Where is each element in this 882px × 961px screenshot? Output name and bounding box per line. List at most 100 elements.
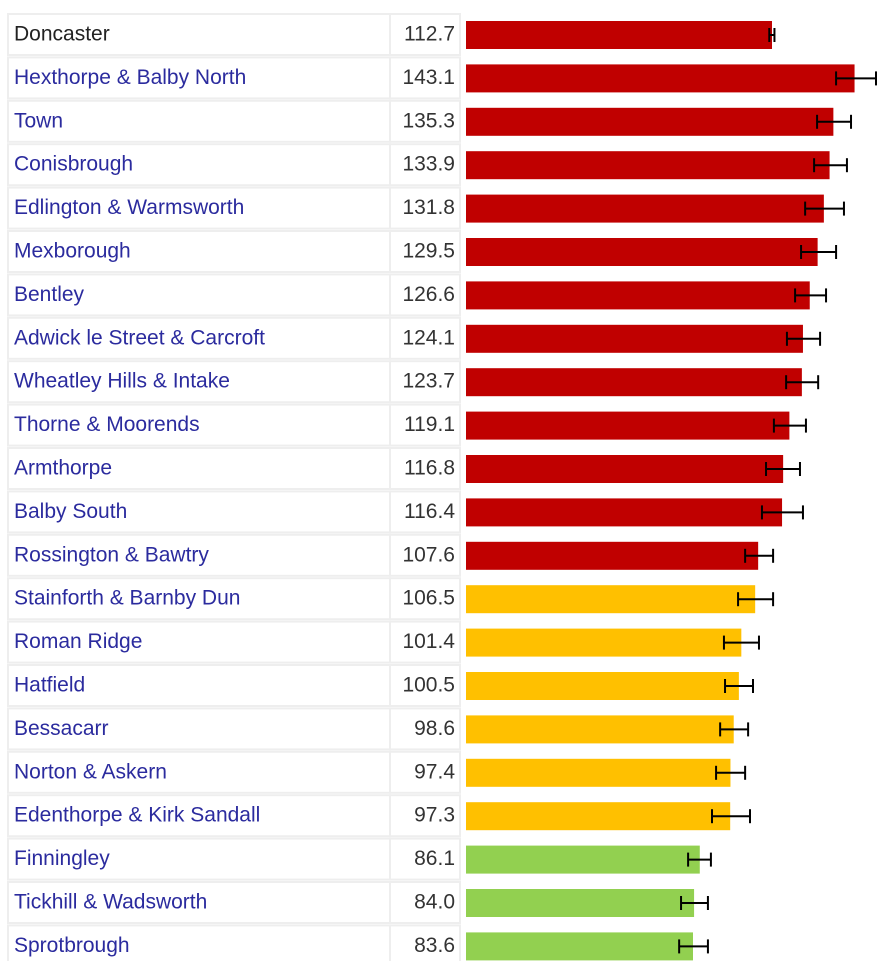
value-cell	[389, 533, 461, 577]
area-name[interactable]: Tickhill & Wadsworth	[14, 891, 207, 914]
bar	[466, 932, 693, 961]
name-cell	[7, 273, 391, 317]
value-label: 131.8	[402, 196, 455, 219]
name-cell	[7, 837, 391, 881]
area-name[interactable]: Hexthorpe & Balby North	[14, 66, 246, 89]
area-name[interactable]: Town	[14, 109, 63, 132]
bar	[466, 715, 734, 744]
value-label: 107.6	[402, 543, 455, 566]
error-bar	[678, 939, 709, 954]
value-cell	[389, 230, 461, 273]
value-cell	[389, 707, 461, 751]
name-cell	[7, 316, 391, 360]
value-cell	[389, 273, 461, 317]
area-name[interactable]: Bentley	[14, 283, 85, 306]
area-name[interactable]: Balby South	[14, 500, 127, 523]
name-cell	[7, 403, 391, 447]
value-cell	[389, 13, 461, 56]
area-name[interactable]: Edenthorpe & Kirk Sandall	[14, 804, 260, 827]
bar	[466, 194, 824, 223]
bar	[466, 368, 802, 397]
error-bar	[687, 852, 712, 867]
area-name[interactable]: Adwick le Street & Carcroft	[14, 326, 265, 349]
value-cell	[389, 750, 461, 794]
name-cell	[7, 56, 391, 100]
bar	[466, 21, 773, 49]
bar	[466, 758, 731, 787]
bar	[466, 411, 790, 440]
error-bar	[785, 331, 822, 346]
name-cell	[7, 99, 391, 143]
area-name[interactable]: Rossington & Bawtry	[14, 543, 209, 566]
area-name[interactable]: Finningley	[14, 847, 110, 870]
bar	[466, 324, 803, 353]
bar	[466, 889, 695, 917]
value-cell	[389, 360, 461, 404]
area-name[interactable]: Stainforth & Barnby Dun	[14, 587, 240, 610]
name-cell	[7, 447, 391, 490]
value-cell	[389, 447, 461, 490]
value-cell	[389, 664, 461, 707]
error-bar	[813, 158, 848, 173]
area-name[interactable]: Wheatley Hills & Intake	[14, 370, 230, 393]
error-bar	[680, 896, 709, 910]
error-bar	[835, 71, 877, 86]
error-bar	[711, 809, 752, 824]
area-name[interactable]: Norton & Askern	[14, 760, 167, 783]
error-bar	[724, 679, 754, 693]
value-cell	[389, 143, 461, 187]
name-cell	[7, 620, 391, 664]
value-cell	[389, 403, 461, 447]
error-bar	[765, 462, 801, 476]
bar	[466, 107, 834, 136]
value-cell	[389, 577, 461, 621]
area-name[interactable]: Armthorpe	[14, 457, 112, 480]
value-label: 86.1	[414, 847, 455, 870]
area-name[interactable]: Conisbrough	[14, 153, 133, 176]
bar	[466, 281, 810, 310]
error-bar	[715, 765, 747, 780]
error-bar	[722, 635, 760, 650]
area-name[interactable]: Bessacarr	[14, 717, 109, 740]
error-bar	[772, 418, 807, 433]
area-name: Doncaster	[14, 23, 110, 46]
area-name[interactable]: Sprotbrough	[14, 934, 130, 957]
error-bar	[785, 375, 820, 390]
area-name[interactable]: Hatfield	[14, 674, 85, 697]
error-bar	[744, 548, 775, 563]
name-cell	[7, 924, 391, 961]
value-label: 106.5	[402, 587, 455, 610]
name-cell	[7, 533, 391, 577]
bar	[466, 802, 731, 831]
value-label: 98.6	[414, 717, 455, 740]
area-name[interactable]: Roman Ridge	[14, 630, 142, 653]
bar	[466, 585, 756, 614]
error-bar	[768, 28, 776, 42]
value-cell	[389, 56, 461, 100]
value-label: 126.6	[402, 283, 455, 306]
error-bar	[816, 114, 853, 129]
value-label: 83.6	[414, 934, 455, 957]
bar	[466, 238, 818, 266]
name-cell	[7, 577, 391, 621]
area-name[interactable]: Mexborough	[14, 240, 131, 263]
error-bar	[800, 245, 838, 259]
value-label: 143.1	[402, 66, 455, 89]
value-label: 116.8	[404, 457, 455, 480]
area-name[interactable]: Edlington & Warmsworth	[14, 196, 244, 219]
value-cell	[389, 99, 461, 143]
value-label: 129.5	[402, 240, 455, 263]
name-cell	[7, 794, 391, 838]
bar	[466, 64, 855, 93]
error-bar	[794, 288, 828, 303]
value-label: 100.5	[402, 674, 455, 697]
bar	[466, 541, 759, 570]
area-name[interactable]: Thorne & Moorends	[14, 413, 200, 436]
value-cell	[389, 316, 461, 360]
value-label: 135.3	[402, 109, 455, 132]
value-cell	[389, 794, 461, 838]
value-label: 97.3	[414, 804, 455, 827]
value-cell	[389, 490, 461, 534]
bar	[466, 672, 739, 700]
